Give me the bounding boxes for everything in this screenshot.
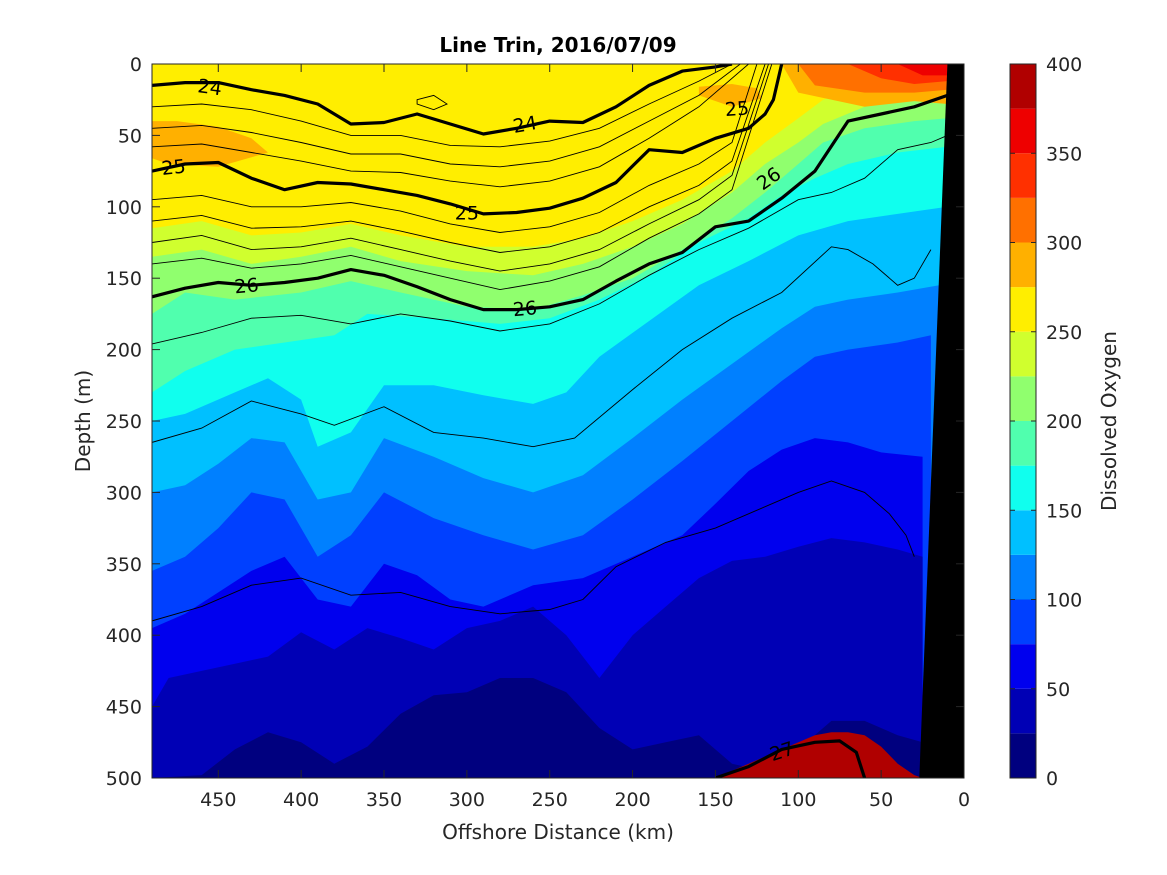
y-axis-label: Depth (m) — [71, 370, 95, 472]
y-tick-label: 250 — [106, 411, 142, 433]
colorbar-swatch — [1010, 197, 1036, 243]
colorbar-swatch — [1010, 242, 1036, 288]
colorbar-swatch — [1010, 421, 1036, 466]
chart-title: Line Trin, 2016/07/09 — [439, 33, 676, 57]
x-tick-label: 200 — [614, 789, 650, 811]
colorbar-swatch — [1010, 733, 1036, 778]
density-contour-thin — [152, 64, 749, 188]
colorbar-swatch — [1010, 287, 1036, 332]
x-tick-label: 350 — [366, 789, 402, 811]
x-tick-label: 50 — [869, 789, 893, 811]
y-tick-label: 400 — [106, 625, 142, 647]
density-contour-26 — [152, 93, 948, 312]
density-contours-thick — [152, 64, 948, 778]
oxygen-fill-layers — [152, 64, 948, 778]
density-contour-thin — [152, 134, 948, 345]
contour-label-text: 24 — [196, 75, 223, 100]
y-tick-label: 50 — [118, 125, 142, 147]
colorbar-tick-label: 0 — [1046, 768, 1058, 790]
density-contour-thin — [152, 246, 932, 448]
density-contour-thin — [152, 64, 773, 291]
colorbar-swatch — [1010, 465, 1036, 511]
colorbar-swatch — [1010, 331, 1036, 377]
contour-label-25: 25 — [160, 156, 186, 180]
contour-label-26: 26 — [512, 297, 538, 321]
oxygen-region-50 — [152, 538, 923, 778]
contour-label-text: 26 — [512, 297, 538, 321]
density-contour-25 — [152, 64, 784, 216]
colorbar-swatch — [1010, 599, 1036, 645]
contour-label-24: 24 — [196, 75, 223, 100]
colorbar-swatch — [1010, 376, 1036, 421]
land-mask — [919, 64, 964, 778]
y-tick-label: 100 — [106, 197, 142, 219]
density-contour-loop — [416, 94, 448, 111]
density-contour-thin — [152, 480, 915, 622]
oxygen-region-25 — [152, 678, 923, 778]
contour-label-text: 25 — [160, 156, 186, 180]
x-axis-label: Offshore Distance (km) — [442, 820, 674, 844]
colorbar-tick-label: 50 — [1046, 679, 1070, 701]
y-tick-label: 500 — [106, 768, 142, 790]
surface-oxygen-patch-275 — [152, 121, 268, 167]
contour-label-text: 26 — [234, 274, 260, 298]
colorbar-swatch — [1010, 510, 1036, 555]
x-tick-label: 450 — [200, 789, 236, 811]
contour-label-text: 25 — [455, 203, 479, 225]
x-tick-label: 250 — [532, 789, 568, 811]
colorbar-swatch — [1010, 688, 1036, 734]
density-contour-thin — [152, 64, 741, 168]
colorbar-swatch — [1010, 108, 1036, 154]
x-tick-label: 0 — [958, 789, 970, 811]
density-contour-24 — [152, 64, 733, 136]
colorbar-swatch — [1010, 153, 1036, 198]
density-contour-27 — [714, 739, 867, 778]
surface-oxygen-patch-275 — [698, 84, 762, 107]
density-contour-thin — [152, 64, 733, 148]
density-contour-thin — [152, 64, 766, 253]
colorbar-tick-label: 250 — [1046, 322, 1082, 344]
x-tick-label: 300 — [449, 789, 485, 811]
contour-label-text: 25 — [724, 97, 750, 121]
colorbar-swatch — [1010, 644, 1036, 689]
density-contour-thin — [152, 64, 758, 233]
colorbar-tick-label: 400 — [1046, 54, 1082, 76]
density-contours-thin — [152, 64, 948, 622]
contour-label-text: 24 — [511, 112, 539, 138]
colorbar: 0 50 100 150 200 250 300 350 400 — [1009, 54, 1082, 790]
x-tick-label: 100 — [780, 789, 816, 811]
x-axis-ticks: 450 400 350 300 250 200 150 100 50 0 — [200, 64, 970, 811]
colorbar-tick-label: 100 — [1046, 590, 1082, 612]
y-tick-label: 450 — [106, 697, 142, 719]
contour-label-25: 25 — [455, 203, 479, 225]
colorbar-tick-label: 350 — [1046, 143, 1082, 165]
oxygen-region-0 — [715, 732, 923, 778]
x-tick-label: 150 — [697, 789, 733, 811]
y-tick-label: 0 — [130, 54, 142, 76]
colorbar-swatch — [1010, 554, 1036, 600]
colorbar-tick-label: 200 — [1046, 411, 1082, 433]
y-tick-label: 350 — [106, 554, 142, 576]
x-tick-label: 400 — [283, 789, 319, 811]
colorbar-swatch — [1010, 64, 1036, 109]
y-axis-ticks: 0 50 100 150 200 250 300 350 400 450 500 — [106, 54, 964, 790]
contour-label-24: 24 — [511, 112, 539, 138]
y-tick-label: 200 — [106, 340, 142, 362]
density-contour-thin — [152, 64, 769, 272]
surface-oxygen-patch-350 — [897, 64, 948, 76]
contour-label-25: 25 — [724, 97, 750, 121]
contour-label-26: 26 — [234, 274, 260, 298]
colorbar-tick-label: 150 — [1046, 500, 1082, 522]
y-tick-label: 300 — [106, 482, 142, 504]
y-tick-label: 150 — [106, 268, 142, 290]
colorbar-tick-label: 300 — [1046, 233, 1082, 255]
colorbar-label: Dissolved Oxygen — [1097, 331, 1121, 511]
